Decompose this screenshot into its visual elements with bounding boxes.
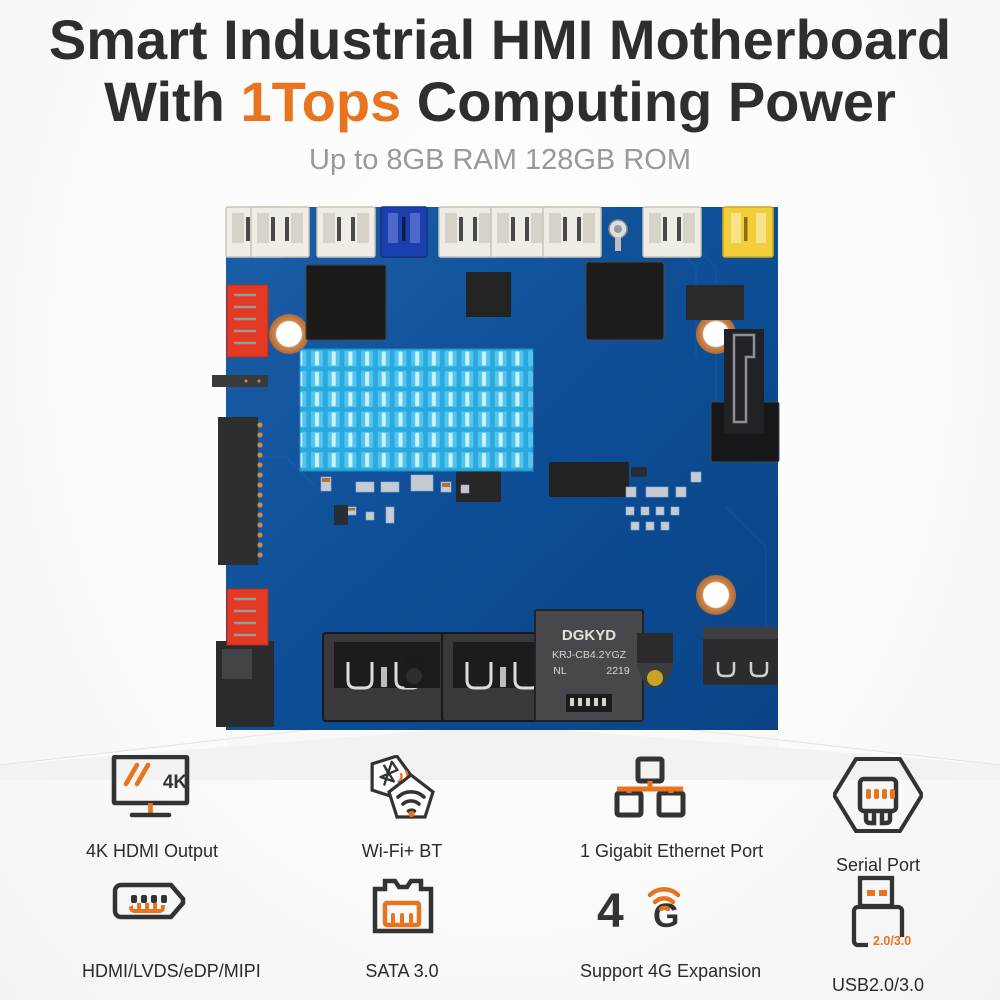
svg-text:KRJ-CB4.2YGZ: KRJ-CB4.2YGZ [552, 649, 627, 661]
svg-text:2.0/3.0: 2.0/3.0 [873, 934, 911, 948]
svg-text:NL: NL [553, 665, 567, 677]
svg-text:4K: 4K [163, 772, 188, 793]
svg-text:DGKYD: DGKYD [562, 627, 616, 644]
svg-text:2219: 2219 [606, 665, 630, 677]
svg-text:4: 4 [597, 885, 624, 938]
